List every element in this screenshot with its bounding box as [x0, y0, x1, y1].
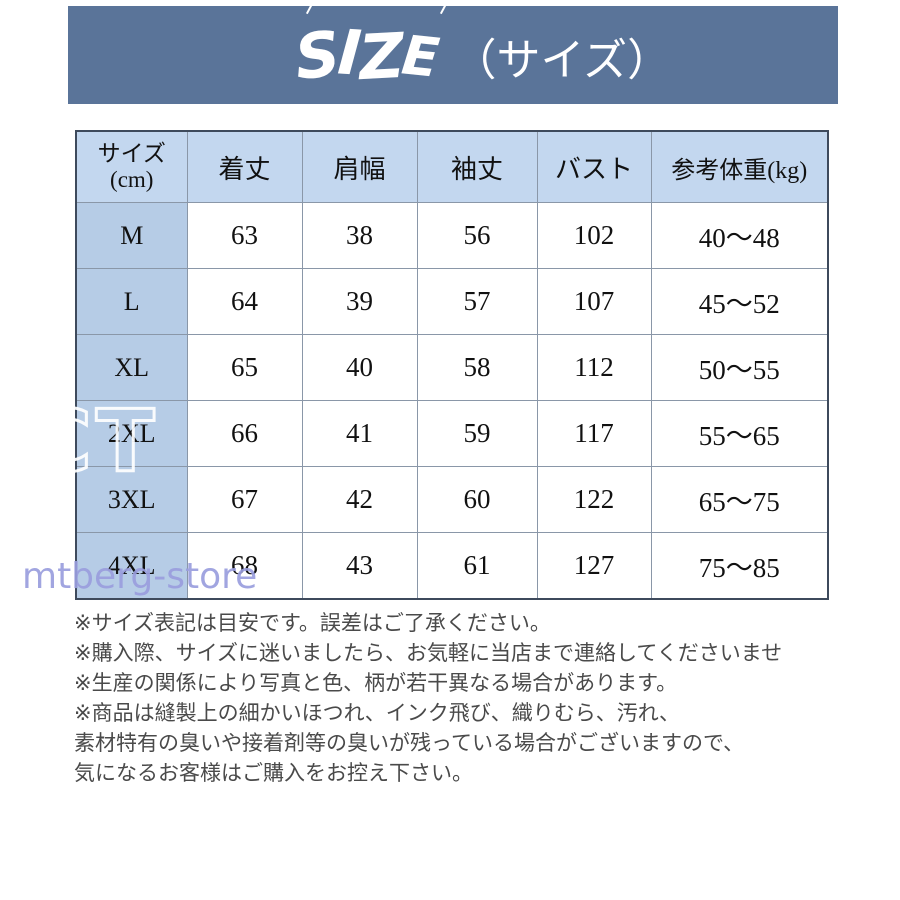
cell-sleeve: 58 [416, 334, 538, 401]
cell-shoulder: 38 [301, 202, 418, 269]
decor-slash-left-icon [305, 6, 318, 14]
cell-weight: 75〜85 [650, 532, 829, 600]
cell-shoulder: 42 [301, 466, 418, 533]
size-table-container: サイズ (cm) 着丈 肩幅 袖丈 バスト 参考体重(kg) M 63 38 5… [75, 130, 829, 600]
cell-sleeve: 60 [416, 466, 538, 533]
cell-sleeve: 57 [416, 268, 538, 335]
cell-weight: 65〜75 [650, 466, 829, 533]
banner-kicker: suitect [328, 6, 401, 9]
banner-title: SIZE [291, 14, 440, 94]
cell-size: L [75, 268, 188, 335]
cell-length: 65 [186, 334, 303, 401]
note-line-3: ※生産の関係により写真と色、柄が若干異なる場合があります。 [74, 671, 678, 695]
note-line-5: 素材特有の臭いや接着剤等の臭いが残っている場合がございますので、 [74, 731, 745, 755]
cell-weight: 50〜55 [650, 334, 829, 401]
table-row: 3XL 67 42 60 122 65〜75 [75, 466, 829, 533]
cell-weight: 55〜65 [650, 400, 829, 467]
cell-size: M [75, 202, 188, 269]
cell-shoulder: 40 [301, 334, 418, 401]
cell-size: 2XL [75, 400, 188, 467]
table-header-row: サイズ (cm) 着丈 肩幅 袖丈 バスト 参考体重(kg) [75, 130, 829, 203]
table-row: XL 65 40 58 112 50〜55 [75, 334, 829, 401]
table-row: M 63 38 56 102 40〜48 [75, 202, 829, 269]
note-line-6: 気になるお客様はご購入をお控え下さい。 [74, 761, 473, 785]
cell-size: XL [75, 334, 188, 401]
cell-length: 64 [186, 268, 303, 335]
cell-length: 67 [186, 466, 303, 533]
cell-weight: 40〜48 [650, 202, 829, 269]
cell-sleeve: 59 [416, 400, 538, 467]
cell-size: 3XL [75, 466, 188, 533]
cell-bust: 122 [536, 466, 652, 533]
banner-content: suitect SIZE （サイズ） [68, 6, 838, 104]
cell-bust: 127 [536, 532, 652, 600]
cell-shoulder: 39 [301, 268, 418, 335]
size-table: サイズ (cm) 着丈 肩幅 袖丈 バスト 参考体重(kg) M 63 38 5… [75, 130, 829, 600]
column-header-size: サイズ (cm) [75, 130, 188, 203]
decor-slash-right-icon [439, 6, 452, 14]
table-row: 4XL 68 43 61 127 75〜85 [75, 532, 829, 600]
note-line-4: ※商品は縫製上の細かいほつれ、インク飛び、織りむら、汚れ、 [74, 701, 681, 725]
column-header-shoulder: 肩幅 [301, 130, 418, 203]
cell-length: 68 [186, 532, 303, 600]
banner-title-group: suitect SIZE （サイズ） [291, 6, 672, 94]
size-banner: suitect SIZE （サイズ） [68, 6, 838, 104]
banner-title-jp: （サイズ） [452, 34, 672, 86]
cell-bust: 117 [536, 400, 652, 467]
cell-sleeve: 56 [416, 202, 538, 269]
column-header-sleeve: 袖丈 [416, 130, 538, 203]
column-header-length: 着丈 [186, 130, 303, 203]
cell-weight: 45〜52 [650, 268, 829, 335]
column-header-size-line1: サイズ [97, 141, 166, 167]
cell-length: 63 [186, 202, 303, 269]
cell-shoulder: 41 [301, 400, 418, 467]
column-header-weight: 参考体重(kg) [650, 130, 829, 203]
cell-length: 66 [186, 400, 303, 467]
cell-size: 4XL [75, 532, 188, 600]
column-header-bust: バスト [536, 130, 652, 203]
cell-sleeve: 61 [416, 532, 538, 600]
cell-bust: 112 [536, 334, 652, 401]
size-notes: ※サイズ表記は目安です。誤差はご了承ください。 ※購入際、サイズに迷いましたら、… [74, 608, 874, 788]
table-row: 2XL 66 41 59 117 55〜65 [75, 400, 829, 467]
cell-bust: 107 [536, 268, 652, 335]
cell-shoulder: 43 [301, 532, 418, 600]
note-line-1: ※サイズ表記は目安です。誤差はご了承ください。 [74, 611, 551, 635]
cell-bust: 102 [536, 202, 652, 269]
table-row: L 64 39 57 107 45〜52 [75, 268, 829, 335]
column-header-size-line2: (cm) [110, 167, 154, 192]
note-line-2: ※購入際、サイズに迷いましたら、お気軽に当店まで連絡してくださいませ [74, 641, 783, 665]
